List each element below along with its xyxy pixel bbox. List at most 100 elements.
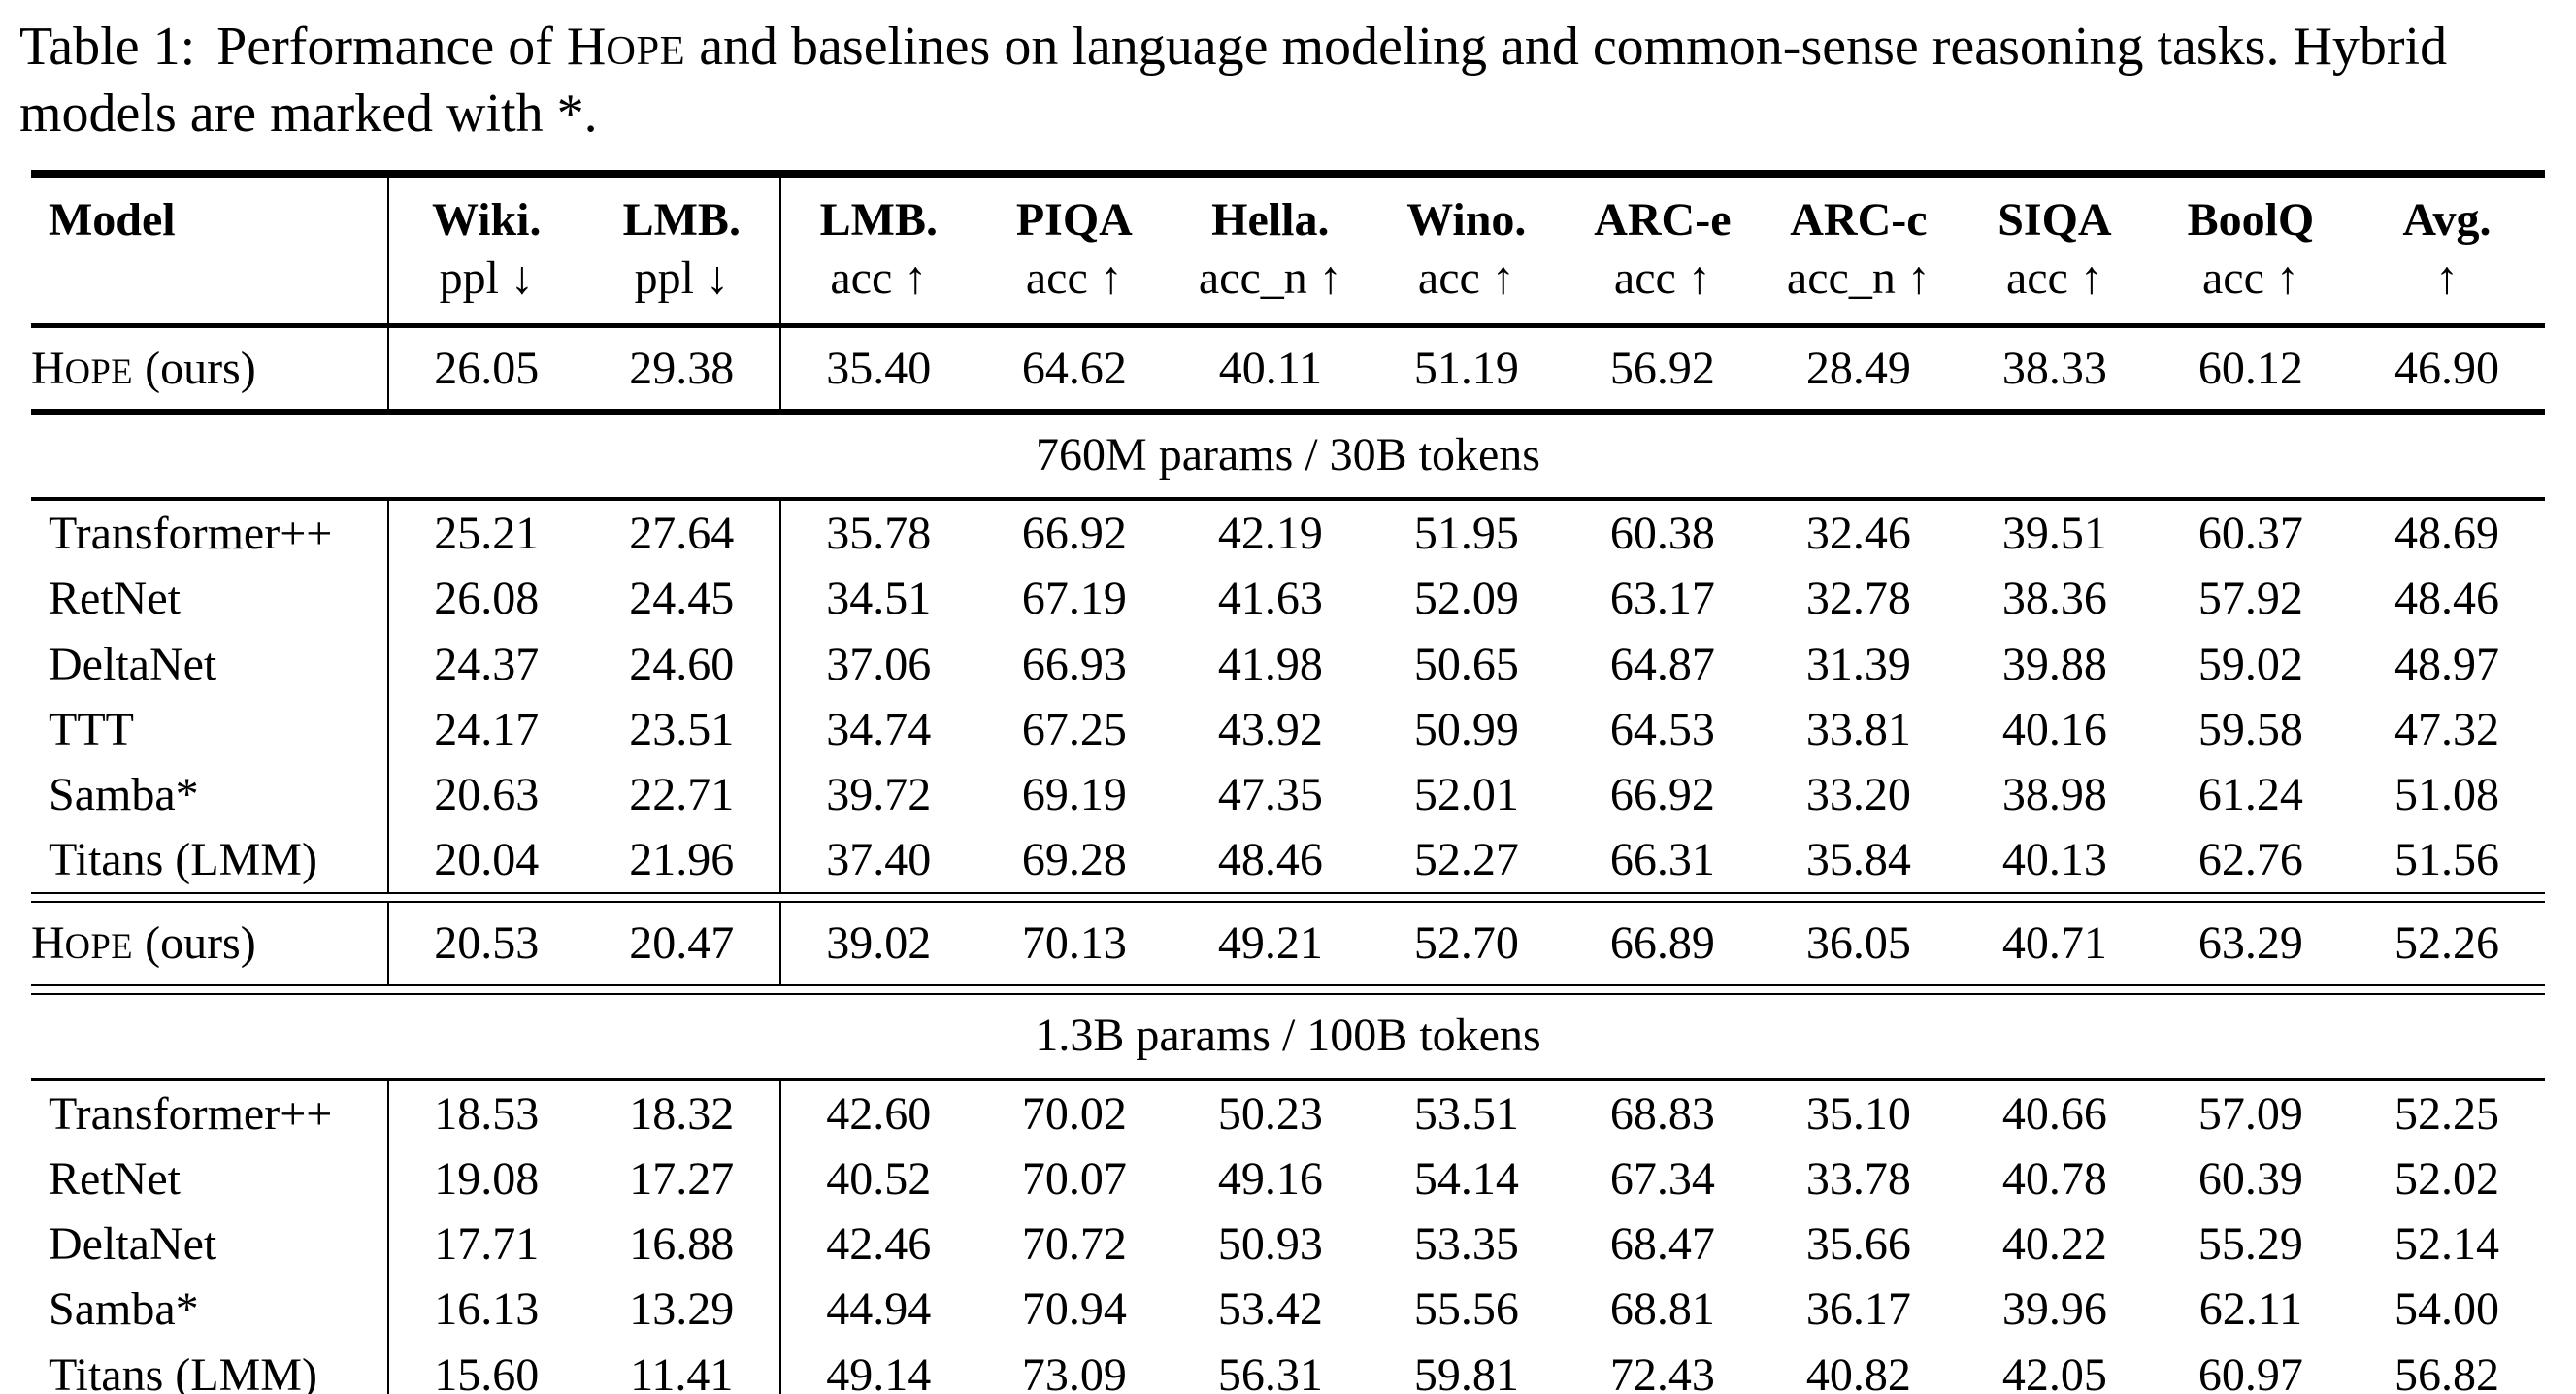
column-metric-label: ppl ↓ bbox=[439, 251, 534, 304]
smallcaps-text: HOPE bbox=[566, 17, 686, 77]
value-cell: 66.92 bbox=[1609, 769, 1715, 820]
value-cell: 63.17 bbox=[1609, 573, 1715, 625]
smallcaps-text: HOPE bbox=[31, 917, 134, 970]
double-rule bbox=[31, 983, 2545, 995]
column-metric-label: acc_n ↑ bbox=[1786, 251, 1931, 304]
value-cell: 73.09 bbox=[1021, 1348, 1127, 1394]
column-metric-label: acc ↑ bbox=[2201, 251, 2299, 304]
column-metric-label: acc ↑ bbox=[830, 251, 928, 304]
model-name: Titans (LMM) bbox=[49, 834, 317, 886]
column-name: Hella. bbox=[1211, 193, 1330, 246]
value-cell: 52.25 bbox=[2394, 1087, 2499, 1140]
value-cell: 39.51 bbox=[2001, 508, 2107, 560]
value-cell: 34.74 bbox=[778, 696, 976, 762]
value-cell: 47.32 bbox=[2394, 703, 2499, 755]
value-cell: 27.64 bbox=[629, 508, 735, 560]
value-cell: 51.95 bbox=[1413, 508, 1519, 560]
value-cell: 40.16 bbox=[2001, 703, 2107, 755]
value-cell: 40.66 bbox=[2001, 1087, 2107, 1140]
value-cell: 40.13 bbox=[2001, 834, 2107, 886]
column-name: Wiki. bbox=[432, 193, 542, 246]
value-cell: 50.23 bbox=[1217, 1087, 1323, 1140]
column-header: ARC-e acc ↑ bbox=[1564, 173, 1761, 328]
value-cell: 36.17 bbox=[1805, 1283, 1911, 1336]
value-cell: 39.72 bbox=[778, 762, 976, 828]
section-row: 1.3B params / 100B tokens bbox=[31, 993, 2545, 1081]
value-cell: 68.47 bbox=[1609, 1218, 1715, 1271]
model-name: HOPE (ours) bbox=[31, 325, 388, 415]
value-cell: 67.19 bbox=[1021, 573, 1127, 625]
value-cell: 70.07 bbox=[1021, 1152, 1127, 1205]
column-header: LMB. acc ↑ bbox=[778, 173, 976, 328]
value-cell: 24.37 bbox=[386, 631, 584, 697]
model-name: Samba* bbox=[49, 769, 199, 820]
value-cell: 57.92 bbox=[2197, 573, 2303, 625]
value-cell: 40.71 bbox=[2001, 917, 2107, 970]
column-name: ARC-e bbox=[1594, 193, 1732, 246]
value-cell: 40.11 bbox=[1172, 325, 1369, 415]
table-row: Titans (LMM) 15.60 11.41 49.14 73.09 56.31 59.… bbox=[31, 1342, 2545, 1394]
value-cell: 60.39 bbox=[2197, 1152, 2303, 1205]
value-cell: 17.27 bbox=[629, 1152, 735, 1205]
value-cell: 38.33 bbox=[1956, 325, 2153, 415]
value-cell: 33.20 bbox=[1805, 769, 1911, 820]
value-cell: 48.46 bbox=[2394, 573, 2499, 625]
value-cell: 59.58 bbox=[2197, 703, 2303, 755]
column-metric-label: acc ↑ bbox=[1417, 251, 1515, 304]
value-cell: 40.52 bbox=[778, 1145, 976, 1212]
value-cell: 37.40 bbox=[778, 827, 976, 894]
value-cell: 24.45 bbox=[629, 573, 735, 625]
section-header-label: 1.3B params / 100B tokens bbox=[31, 993, 2545, 1081]
value-cell: 64.53 bbox=[1609, 703, 1715, 755]
table-body: HOPE (ours) 26.05 29.38 35.40 64.62 40.11 51.1… bbox=[31, 325, 2545, 1394]
value-cell: 55.29 bbox=[2197, 1218, 2303, 1271]
value-cell: 28.49 bbox=[1760, 325, 1957, 415]
model-name: Transformer++ bbox=[49, 1087, 333, 1140]
caption-text: Performance of HOPE and baselines on lan… bbox=[19, 17, 2448, 145]
value-cell: 20.47 bbox=[629, 917, 735, 970]
value-cell: 11.41 bbox=[630, 1348, 734, 1394]
value-cell: 61.24 bbox=[2197, 769, 2303, 820]
value-cell: 47.35 bbox=[1217, 769, 1323, 820]
value-cell: 63.29 bbox=[2197, 917, 2303, 970]
value-cell: 42.60 bbox=[778, 1079, 976, 1146]
value-cell: 17.71 bbox=[386, 1211, 584, 1278]
column-name: LMB. bbox=[819, 193, 938, 246]
column-name: Wino. bbox=[1406, 193, 1527, 246]
value-cell: 33.81 bbox=[1805, 703, 1911, 755]
value-cell: 52.01 bbox=[1413, 769, 1519, 820]
value-cell: 13.29 bbox=[629, 1283, 735, 1336]
value-cell: 29.38 bbox=[583, 325, 780, 415]
value-cell: 60.38 bbox=[1609, 508, 1715, 560]
value-cell: 46.90 bbox=[2348, 325, 2545, 415]
section-header-label: 760M params / 30B tokens bbox=[31, 412, 2545, 502]
value-cell: 19.08 bbox=[386, 1145, 584, 1212]
value-cell: 35.10 bbox=[1805, 1087, 1911, 1140]
value-cell: 42.05 bbox=[2001, 1348, 2107, 1394]
smallcaps-text: HOPE bbox=[31, 342, 134, 394]
value-cell: 35.66 bbox=[1805, 1218, 1911, 1271]
value-cell: 57.09 bbox=[2197, 1087, 2303, 1140]
column-name: ARC-c bbox=[1790, 193, 1928, 246]
value-cell: 54.00 bbox=[2394, 1283, 2499, 1336]
value-cell: 49.14 bbox=[778, 1342, 976, 1394]
value-cell: 70.94 bbox=[1021, 1283, 1127, 1336]
column-header: LMB. ppl ↓ bbox=[583, 173, 780, 328]
value-cell: 40.78 bbox=[2001, 1152, 2107, 1205]
value-cell: 18.53 bbox=[386, 1079, 584, 1146]
value-cell: 54.14 bbox=[1413, 1152, 1519, 1205]
value-cell: 18.32 bbox=[629, 1087, 735, 1140]
value-cell: 69.28 bbox=[1021, 834, 1127, 886]
value-cell: 60.37 bbox=[2197, 508, 2303, 560]
column-header: Wino. acc ↑ bbox=[1368, 173, 1565, 328]
column-name: SIQA bbox=[1998, 193, 2112, 246]
column-header: Avg. ↑ bbox=[2348, 173, 2545, 328]
value-cell: 70.72 bbox=[1021, 1218, 1127, 1271]
value-cell: 68.81 bbox=[1609, 1283, 1715, 1336]
value-cell: 62.76 bbox=[2197, 834, 2303, 886]
value-cell: 38.98 bbox=[2001, 769, 2107, 820]
value-cell: 56.92 bbox=[1564, 325, 1761, 415]
model-name: DeltaNet bbox=[49, 1218, 217, 1271]
value-cell: 48.97 bbox=[2394, 638, 2499, 690]
